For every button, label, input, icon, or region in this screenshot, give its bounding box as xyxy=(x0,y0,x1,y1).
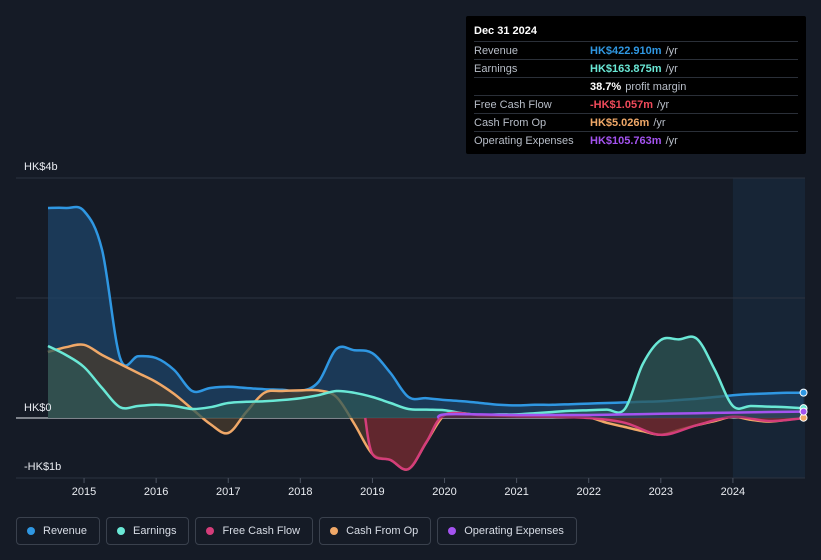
tooltip-unit: /yr xyxy=(653,116,666,129)
legend-label: Earnings xyxy=(133,525,177,537)
y-axis-label-bottom: -HK$1b xyxy=(24,461,61,473)
tooltip-row-free-cash-flow: Free Cash Flow -HK$1.057m /yr xyxy=(474,95,798,113)
legend-label: Free Cash Flow xyxy=(222,525,301,537)
x-tick-label: 2021 xyxy=(504,486,528,498)
legend-dot-icon xyxy=(448,527,457,535)
series-line-free-cash-flow xyxy=(363,411,804,471)
tooltip-row-cash-from-op: Cash From Op HK$5.026m /yr xyxy=(474,113,798,131)
tooltip-row-revenue: Revenue HK$422.910m /yr xyxy=(474,41,798,59)
tooltip-unit: profit margin xyxy=(625,80,687,93)
series-line-earnings xyxy=(47,335,804,417)
tooltip-value-free-cash-flow: -HK$1.057m xyxy=(590,98,653,111)
legend-item-revenue[interactable]: Revenue xyxy=(16,517,101,545)
tooltip-row-profit-margin: 38.7% profit margin xyxy=(474,77,798,95)
x-tick-label: 2019 xyxy=(360,486,384,498)
y-axis-label-top: HK$4b xyxy=(24,161,58,173)
y-axis-label-zero: HK$0 xyxy=(24,402,52,414)
tooltip-value-earnings: HK$163.875m xyxy=(590,62,662,75)
x-tick-label: 2015 xyxy=(72,486,96,498)
legend-dot-icon xyxy=(27,527,35,535)
x-tick-label: 2017 xyxy=(216,486,240,498)
series-end-dot-operating-expenses xyxy=(799,407,808,416)
tooltip-date: Dec 31 2024 xyxy=(474,25,537,37)
x-tick-label: 2020 xyxy=(432,486,456,498)
legend-dot-icon xyxy=(117,527,126,535)
tooltip-label: Free Cash Flow xyxy=(474,98,552,111)
series-line-operating-expenses xyxy=(436,410,804,420)
tooltip-value-profit-margin: 38.7% xyxy=(590,80,622,93)
tooltip-unit: /yr xyxy=(665,134,678,147)
tooltip-unit: /yr xyxy=(665,62,678,75)
legend-item-cash-from-op[interactable]: Cash From Op xyxy=(319,517,432,545)
legend-label: Operating Expenses xyxy=(464,525,564,537)
forecast-highlight-band xyxy=(732,178,805,478)
tooltip-label: Earnings xyxy=(474,62,518,75)
x-axis-ticks: 2015 2016 2017 2018 2019 2020 2021 2022 2023 2024 xyxy=(72,478,745,498)
x-tick-label: 2023 xyxy=(649,486,673,498)
tooltip-row-earnings: Earnings HK$163.875m /yr xyxy=(474,59,798,77)
x-tick-label: 2022 xyxy=(576,486,600,498)
series-area-earnings xyxy=(48,336,804,418)
series-end-dot-revenue xyxy=(799,388,808,397)
series-end-dots xyxy=(799,388,808,422)
legend-label: Revenue xyxy=(43,525,88,537)
tooltip-row-operating-expenses: Operating Expenses HK$105.763m /yr xyxy=(474,131,798,149)
tooltip-value-revenue: HK$422.910m xyxy=(590,44,662,57)
x-tick-label: 2018 xyxy=(288,486,312,498)
series-area-free-cash-flow xyxy=(365,412,804,470)
tooltip-label: Revenue xyxy=(474,44,519,57)
tooltip-value-cash-from-op: HK$5.026m xyxy=(590,116,650,129)
tooltip-unit: /yr xyxy=(656,98,670,111)
legend-dot-icon xyxy=(206,527,215,535)
x-tick-label: 2024 xyxy=(721,486,745,498)
legend-item-free-cash-flow[interactable]: Free Cash Flow xyxy=(195,517,314,545)
legend-label: Cash From Op xyxy=(346,525,419,537)
tooltip-panel: Dec 31 2024 Revenue HK$422.910m /yr Earn… xyxy=(466,16,806,154)
tooltip-value-operating-expenses: HK$105.763m xyxy=(590,134,662,147)
tooltip-label: Cash From Op xyxy=(474,116,547,129)
legend-item-operating-expenses[interactable]: Operating Expenses xyxy=(437,517,577,545)
chart-legend: Revenue Earnings Free Cash Flow Cash Fro… xyxy=(16,517,577,545)
tooltip-unit: /yr xyxy=(665,44,678,57)
legend-item-earnings[interactable]: Earnings xyxy=(106,517,190,545)
tooltip-label: Operating Expenses xyxy=(474,134,574,147)
series-layer xyxy=(47,205,804,471)
legend-dot-icon xyxy=(330,527,339,535)
x-tick-label: 2016 xyxy=(144,486,168,498)
